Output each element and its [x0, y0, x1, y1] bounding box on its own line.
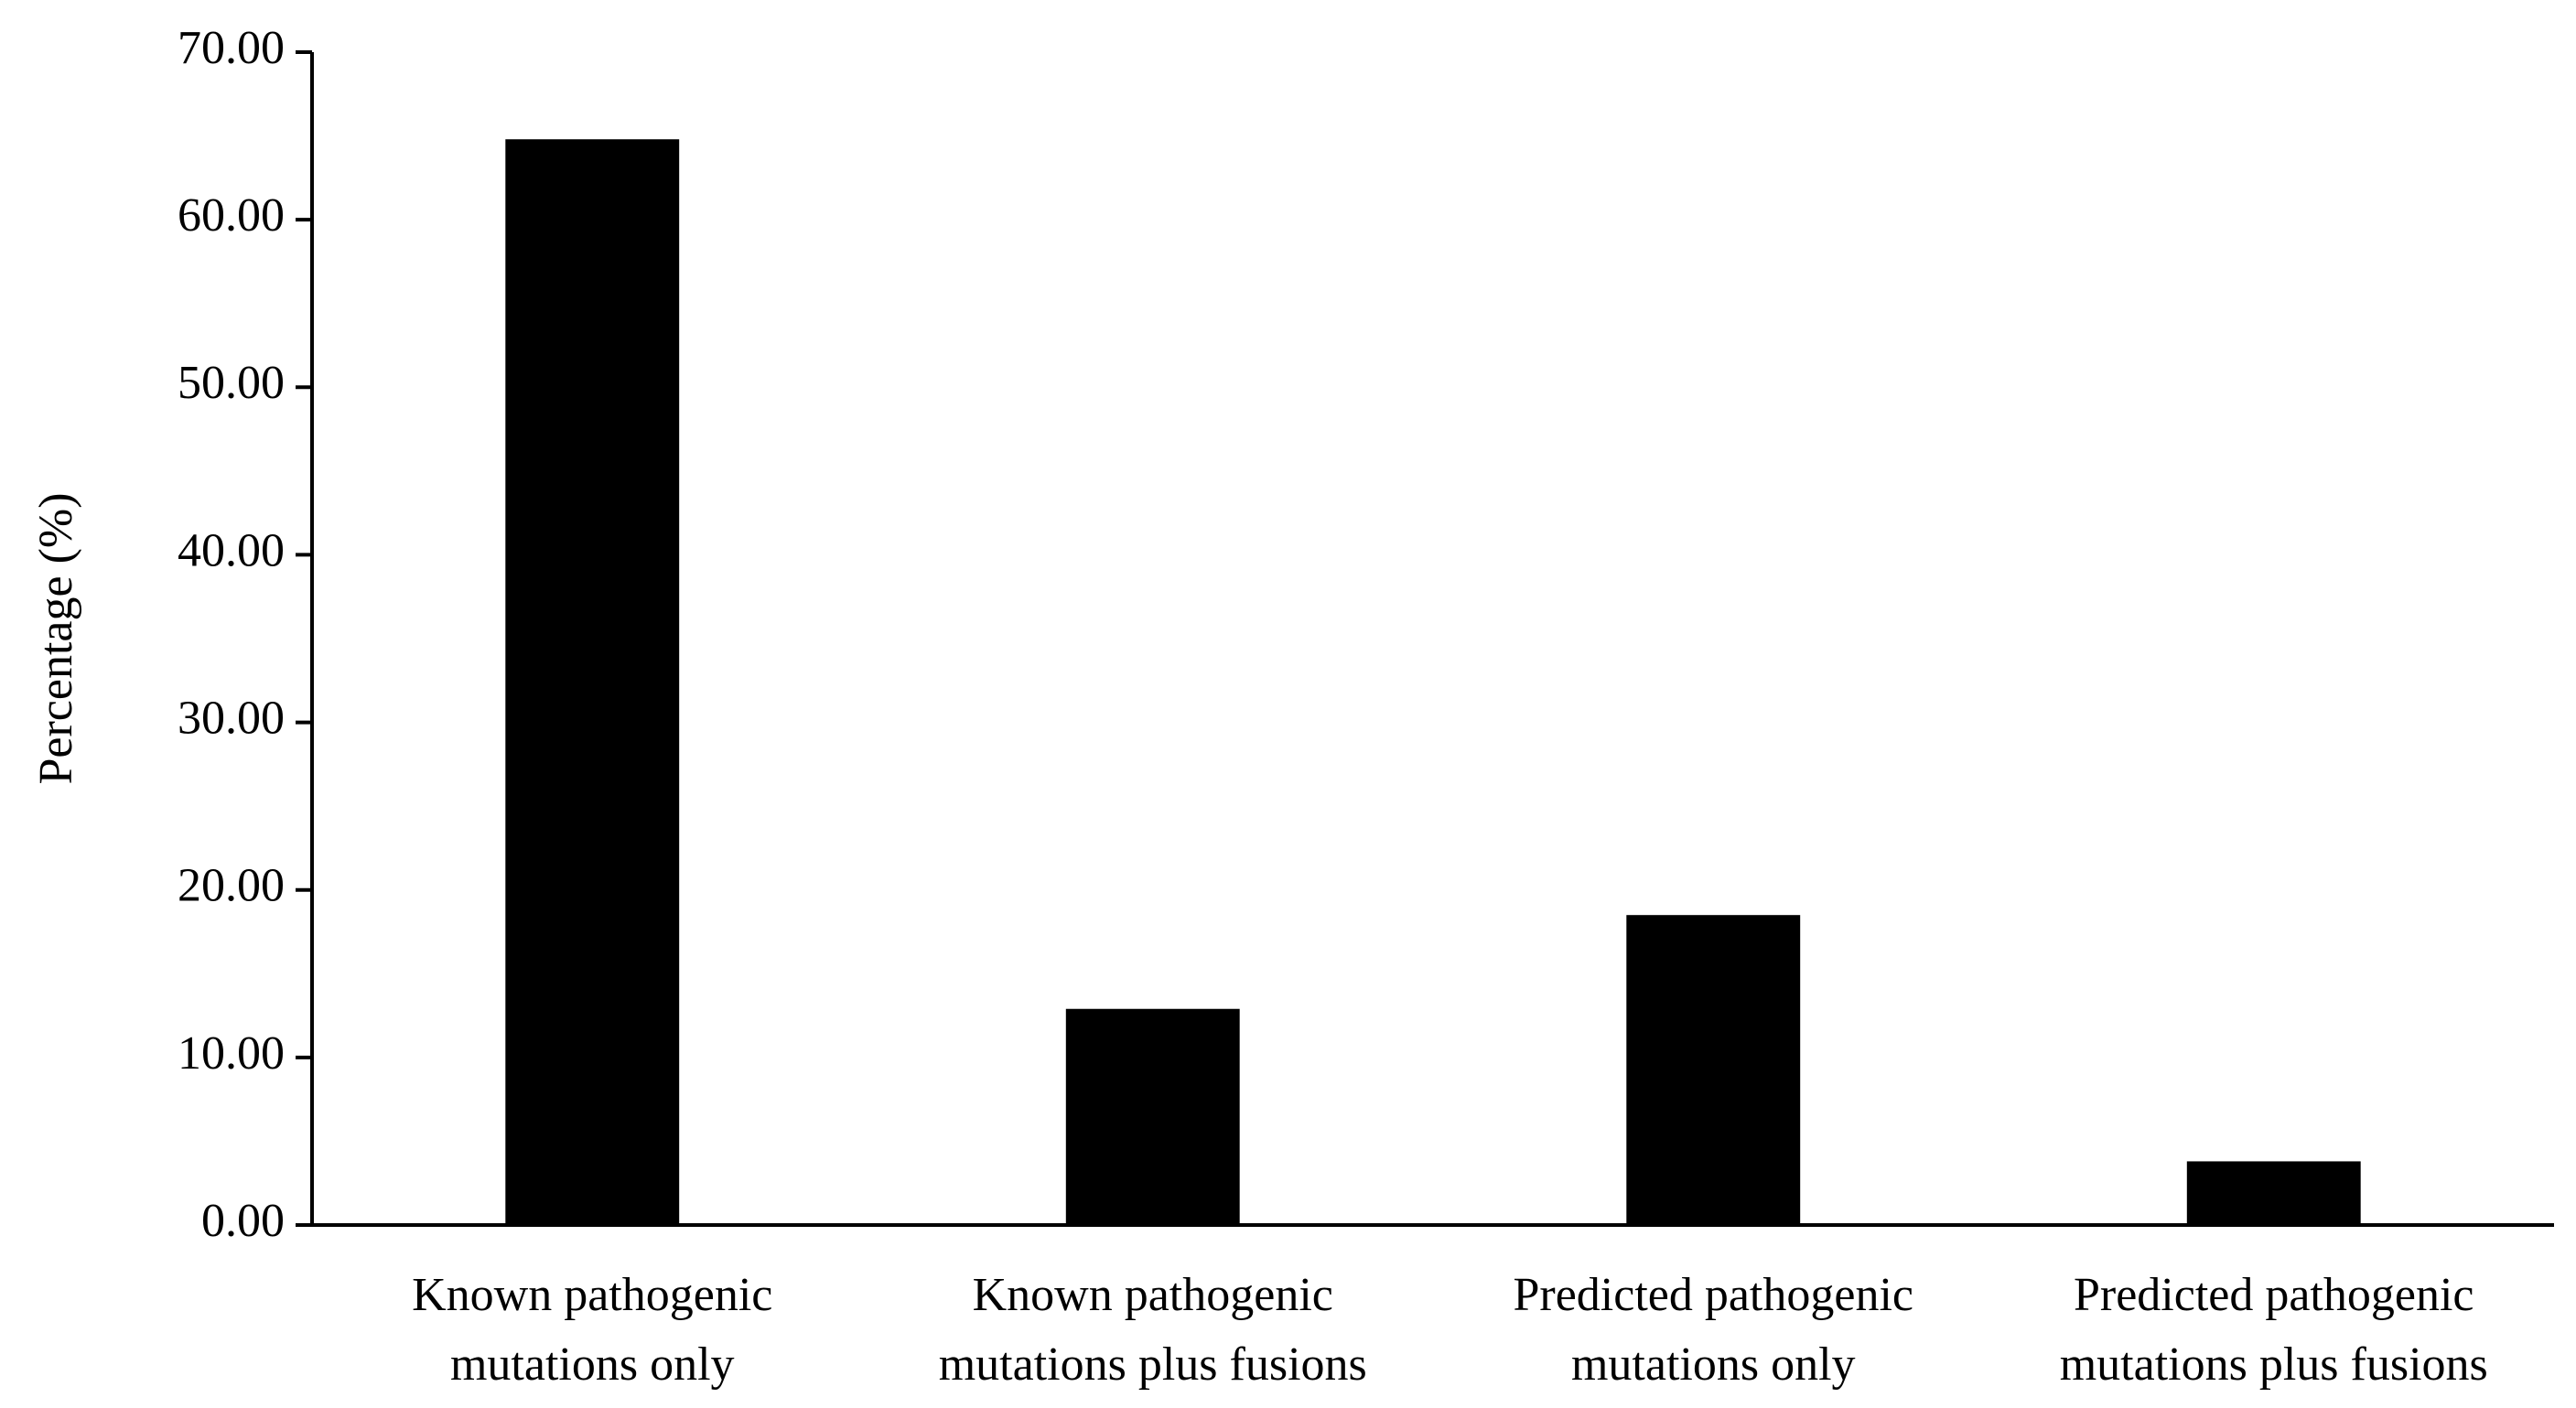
bar: [1626, 915, 1801, 1225]
x-tick-label: Predicted pathogenic: [2074, 1269, 2474, 1321]
bar: [1065, 1008, 1240, 1225]
y-tick-label: 10.00: [178, 1027, 285, 1080]
y-tick-label: 70.00: [178, 22, 285, 74]
y-tick-label: 20.00: [178, 860, 285, 912]
y-axis-label: Percentage (%): [30, 492, 82, 784]
x-tick-label: Known pathogenic: [412, 1269, 772, 1321]
x-tick-label: mutations plus fusions: [939, 1338, 1367, 1391]
x-tick-label: Known pathogenic: [973, 1269, 1333, 1321]
bar: [2186, 1161, 2361, 1225]
y-tick-label: 50.00: [178, 357, 285, 409]
x-tick-label: mutations only: [1571, 1338, 1856, 1391]
y-tick-label: 0.00: [201, 1195, 285, 1247]
y-tick-label: 60.00: [178, 189, 285, 242]
x-tick-label: mutations plus fusions: [2060, 1338, 2488, 1391]
bar: [505, 139, 680, 1226]
y-tick-label: 40.00: [178, 524, 285, 576]
y-tick-label: 30.00: [178, 693, 285, 745]
x-tick-label: Predicted pathogenic: [1513, 1269, 1913, 1321]
x-tick-label: mutations only: [450, 1338, 735, 1391]
